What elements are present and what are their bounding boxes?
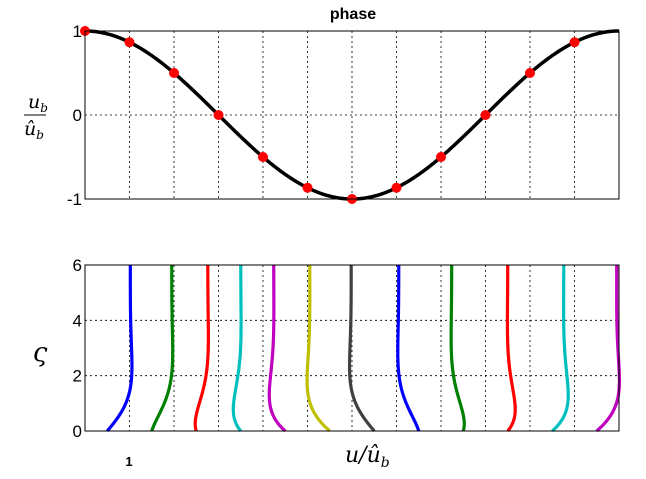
profile-y-ticks: 6 4 2 0 xyxy=(73,256,82,441)
profile-xlabel: u/ûb xyxy=(345,443,390,471)
phase-title: phase xyxy=(330,6,376,23)
phase-marker xyxy=(258,152,268,162)
profile-curve-3 xyxy=(195,265,208,431)
phase-markers xyxy=(80,26,580,204)
phase-marker xyxy=(169,68,179,78)
profile-y-tick-label: 2 xyxy=(73,367,82,386)
profile-curve-11 xyxy=(552,265,568,431)
phase-ylabel-numerator: ub xyxy=(28,91,48,115)
profile-curve-12 xyxy=(597,265,620,431)
phase-panel: phase 1 0 -1 ub ûb xyxy=(24,6,619,209)
profile-curve-2 xyxy=(152,265,173,431)
phase-y-tick-label: -1 xyxy=(67,190,82,209)
phase-marker xyxy=(481,110,491,120)
profile-curve-6 xyxy=(307,265,330,431)
phase-marker xyxy=(124,37,134,47)
profile-curve-1 xyxy=(107,265,132,431)
phase-grid xyxy=(85,31,619,199)
phase-marker xyxy=(303,183,313,193)
phase-marker xyxy=(436,152,446,162)
profile-y-tick-label: 4 xyxy=(73,311,82,330)
phase-marker xyxy=(525,68,535,78)
phase-y-ticks: 1 0 -1 xyxy=(67,22,82,209)
profile-series xyxy=(107,265,619,431)
phase-ylabel: ub ûb xyxy=(24,91,48,142)
profile-y-tick-label: 0 xyxy=(73,422,82,441)
profile-y-tick-label: 6 xyxy=(73,256,82,275)
profile-curve-8 xyxy=(398,265,419,431)
profile-curve-10 xyxy=(507,265,515,431)
profile-curve-4 xyxy=(233,265,241,431)
phase-marker xyxy=(391,183,401,193)
profile-curve-9 xyxy=(451,265,464,431)
phase-y-tick-label: 0 xyxy=(73,106,82,125)
phase-marker xyxy=(570,37,580,47)
phase-ylabel-denominator: ûb xyxy=(24,118,44,142)
profile-scale-label: 1 xyxy=(125,454,132,469)
phase-y-tick-label: 1 xyxy=(73,22,82,41)
profile-panel: 6 4 2 0 ς u/ûb 1 xyxy=(33,256,620,471)
profile-curve-7 xyxy=(350,265,375,431)
profile-curve-5 xyxy=(269,265,285,431)
phase-marker xyxy=(214,110,224,120)
profile-ylabel: ς xyxy=(33,338,48,368)
